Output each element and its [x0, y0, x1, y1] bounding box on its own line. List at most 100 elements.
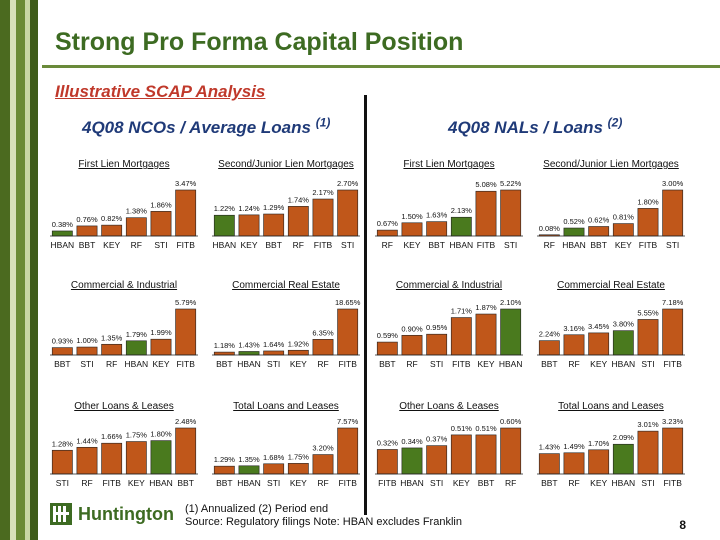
- slide-subtitle: Illustrative SCAP Analysis: [55, 82, 266, 101]
- bar: [125, 340, 147, 356]
- chart-title: First Lien Mortgages: [403, 159, 494, 170]
- category-label: FITB: [639, 240, 658, 250]
- category-label: KEY: [103, 240, 120, 250]
- category-label: RF: [131, 240, 142, 250]
- category-label: KEY: [128, 478, 145, 488]
- footnote-line-2: Source: Regulatory filings Note: HBAN ex…: [185, 516, 462, 528]
- bar: [51, 230, 73, 237]
- data-label: 0.76%: [76, 215, 98, 224]
- chart-title: Commercial Real Estate: [557, 280, 665, 291]
- bar-chart-4: Commercial & Industrial 0.93% BBT 1.00% STI 1…: [50, 280, 198, 369]
- bar: [175, 189, 197, 237]
- data-label: 2.70%: [337, 179, 359, 188]
- bar: [475, 434, 497, 475]
- bar: [662, 189, 684, 237]
- bar: [612, 223, 634, 237]
- category-label: FITB: [378, 478, 397, 488]
- category-label: STI: [641, 359, 654, 369]
- category-label: STI: [154, 240, 167, 250]
- data-label: 1.66%: [101, 432, 123, 441]
- category-label: STI: [56, 478, 69, 488]
- data-label: 2.13%: [451, 206, 473, 215]
- bar: [588, 226, 610, 237]
- category-label: BBT: [79, 240, 96, 250]
- category-label: HBAN: [562, 240, 586, 250]
- data-label: 1.68%: [263, 453, 285, 462]
- panel-divider: [364, 95, 367, 515]
- bar: [312, 339, 334, 356]
- category-label: STI: [267, 478, 280, 488]
- data-label: 0.08%: [539, 224, 561, 233]
- data-label: 3.20%: [312, 444, 334, 453]
- category-label: RF: [81, 478, 92, 488]
- category-label: FITB: [452, 359, 471, 369]
- data-label: 7.18%: [662, 298, 684, 307]
- chart-title: Second/Junior Lien Mortgages: [543, 159, 679, 170]
- category-label: BBT: [177, 478, 194, 488]
- bar-chart-0: First Lien Mortgages 0.38% HBAN 0.76% BBT 0.8…: [50, 159, 198, 250]
- bar: [175, 308, 197, 356]
- bar: [125, 217, 147, 237]
- bar: [401, 334, 423, 356]
- bar: [263, 213, 285, 237]
- category-label: HBAN: [149, 478, 173, 488]
- data-label: 18.65%: [335, 298, 361, 307]
- bar: [238, 214, 260, 237]
- data-label: 1.18%: [214, 341, 236, 350]
- data-label: 2.09%: [613, 433, 635, 442]
- bar: [51, 347, 73, 356]
- category-label: HBAN: [213, 240, 237, 250]
- data-label: 0.60%: [500, 417, 522, 426]
- bar: [563, 227, 585, 237]
- bar: [662, 427, 684, 475]
- bar: [263, 463, 285, 475]
- data-label: 3.23%: [662, 417, 684, 426]
- category-label: RF: [293, 240, 304, 250]
- category-label: RF: [382, 240, 393, 250]
- left-header-text: 4Q08 NCOs / Average Loans: [82, 118, 311, 137]
- bar: [238, 351, 260, 356]
- bar: [287, 463, 309, 475]
- data-label: 0.81%: [613, 213, 635, 222]
- data-label: 1.28%: [52, 439, 74, 448]
- category-label: KEY: [290, 359, 307, 369]
- category-label: BBT: [216, 359, 233, 369]
- bar-chart-3: Second/Junior Lien Mortgages 0.08% RF 0.52%…: [537, 159, 685, 250]
- bar: [401, 447, 423, 475]
- bar: [475, 190, 497, 237]
- data-label: 1.22%: [214, 204, 236, 213]
- category-label: BBT: [428, 240, 445, 250]
- data-label: 3.80%: [613, 320, 635, 329]
- stripe-dark: [0, 0, 10, 540]
- bar: [637, 319, 659, 356]
- slide-title: Strong Pro Forma Capital Position: [55, 28, 464, 56]
- data-label: 1.64%: [263, 340, 285, 349]
- bar: [500, 427, 522, 475]
- bar: [150, 211, 172, 237]
- decorative-stripes: [0, 0, 38, 540]
- bar: [612, 330, 634, 356]
- data-label: 0.51%: [475, 424, 497, 433]
- category-label: RF: [317, 478, 328, 488]
- bar: [238, 465, 260, 475]
- category-label: BBT: [541, 478, 558, 488]
- category-label: HBAN: [237, 359, 261, 369]
- category-label: STI: [267, 359, 280, 369]
- bar-chart-6: Commercial & Industrial 0.59% BBT 0.90% RF 0.…: [375, 280, 523, 369]
- category-label: RF: [406, 359, 417, 369]
- category-label: FITB: [663, 478, 682, 488]
- right-header-sup: (2): [607, 115, 623, 130]
- bar: [76, 446, 98, 475]
- chart-title: Other Loans & Leases: [74, 401, 174, 412]
- chart-title: Commercial & Industrial: [71, 280, 177, 291]
- chart-title: Commercial Real Estate: [232, 280, 340, 291]
- data-label: 1.00%: [76, 336, 98, 345]
- bar: [475, 313, 497, 356]
- data-label: 1.63%: [426, 211, 448, 220]
- bar: [376, 229, 398, 237]
- category-label: KEY: [477, 359, 494, 369]
- bar: [175, 427, 197, 475]
- category-label: HBAN: [499, 359, 523, 369]
- category-label: STI: [341, 240, 354, 250]
